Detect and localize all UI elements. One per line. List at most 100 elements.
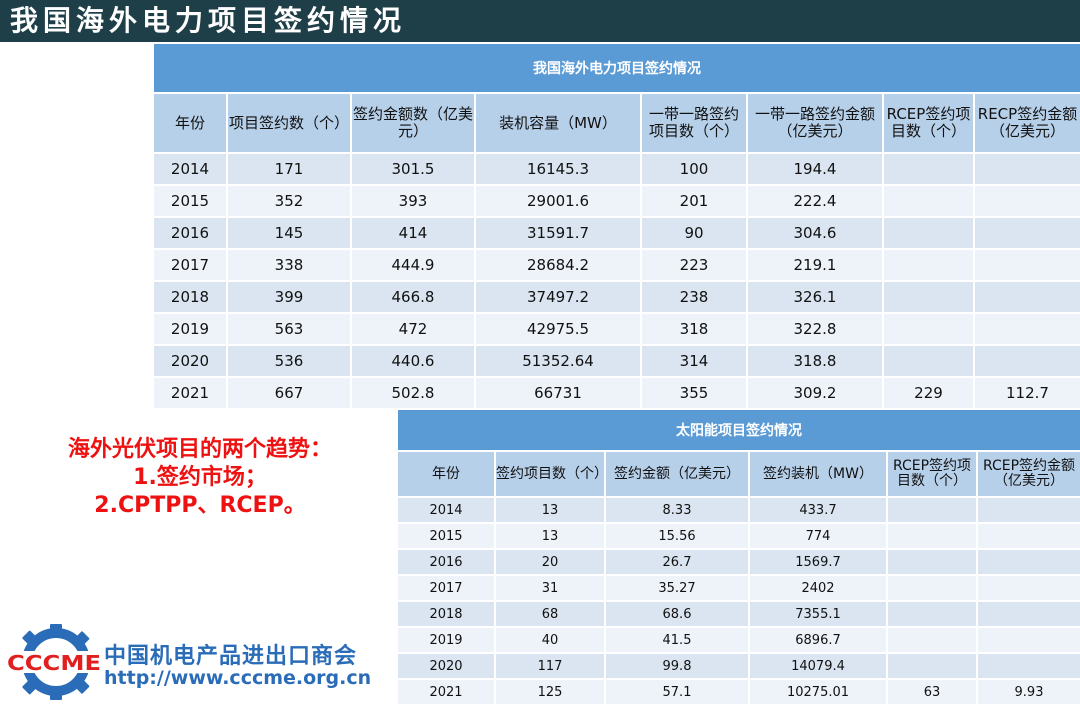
table-cell: 13 — [494, 522, 604, 548]
table-cell: 14079.4 — [748, 652, 886, 678]
table-cell — [973, 248, 1080, 280]
cccme-gear-logo-icon: CCCME — [6, 624, 102, 700]
table-cell: 35.27 — [604, 574, 748, 600]
table-cell: 28684.2 — [474, 248, 640, 280]
table-cell: 40 — [494, 626, 604, 652]
table-cell: 301.5 — [350, 152, 474, 184]
table-cell: 99.8 — [604, 652, 748, 678]
table-cell — [976, 548, 1080, 574]
organization-name: 中国机电产品进出口商会 — [104, 644, 358, 669]
table-cell — [973, 184, 1080, 216]
column-header: RCEP签约金额（亿美元） — [976, 450, 1080, 496]
table-cell: 222.4 — [746, 184, 882, 216]
column-header: 签约金额数（亿美元） — [350, 92, 474, 152]
table-cell — [973, 280, 1080, 312]
table-cell: 667 — [226, 376, 350, 408]
table-cell: 2019 — [398, 626, 494, 652]
table-cell: 219.1 — [746, 248, 882, 280]
table-cell — [973, 152, 1080, 184]
table-row: 2019 40 41.5 6896.7 — [398, 626, 1080, 652]
table-cell — [973, 344, 1080, 376]
table-row: 2016 145 414 31591.7 90 304.6 — [154, 216, 1080, 248]
table-cell: 2015 — [398, 522, 494, 548]
table-cell: 2017 — [154, 248, 226, 280]
table-cell: 399 — [226, 280, 350, 312]
table-cell: 2021 — [398, 678, 494, 704]
table-cell: 41.5 — [604, 626, 748, 652]
table-cell: 26.7 — [604, 548, 748, 574]
power-projects-table: 我国海外电力项目签约情况 年份 项目签约数（个） 签约金额数（亿美元） 装机容量（MW… — [154, 44, 1080, 408]
table-cell: 309.2 — [746, 376, 882, 408]
title-bar: 我国海外电力项目签约情况 — [0, 0, 1080, 42]
table-cell: 2020 — [154, 344, 226, 376]
solar-table-header-row: 年份 签约项目数（个） 签约金额（亿美元） 签约装机（MW） RCEP签约项目数（个） R… — [398, 450, 1080, 496]
trend-note: 海外光伏项目的两个趋势： 1.签约市场； 2.CPTPP、RCEP。 — [50, 436, 350, 520]
table-cell — [886, 652, 976, 678]
table-cell: 304.6 — [746, 216, 882, 248]
table-row: 2018 68 68.6 7355.1 — [398, 600, 1080, 626]
table-cell: 2021 — [154, 376, 226, 408]
table-row: 2017 338 444.9 28684.2 223 219.1 — [154, 248, 1080, 280]
table-row: 2021 125 57.1 10275.01 63 9.93 — [398, 678, 1080, 704]
table-cell — [886, 522, 976, 548]
table-cell — [882, 312, 973, 344]
trend-note-line-1: 海外光伏项目的两个趋势： — [67, 437, 332, 462]
table-cell — [976, 522, 1080, 548]
column-header: RECP签约金额（亿美元） — [973, 92, 1080, 152]
table-cell — [886, 574, 976, 600]
table-cell: 31 — [494, 574, 604, 600]
table-cell: 223 — [640, 248, 746, 280]
table-cell: 238 — [640, 280, 746, 312]
table-cell — [976, 574, 1080, 600]
table-row: 2019 563 472 42975.5 318 322.8 — [154, 312, 1080, 344]
table-cell — [886, 496, 976, 522]
table-cell: 472 — [350, 312, 474, 344]
solar-table-body: 2014 13 8.33 433.7 2015 13 15.56 774 2016 20 26.7 1… — [398, 496, 1080, 704]
table-cell: 68.6 — [604, 600, 748, 626]
table-cell — [886, 626, 976, 652]
table-cell: 57.1 — [604, 678, 748, 704]
table-cell — [976, 626, 1080, 652]
table-cell: 51352.64 — [474, 344, 640, 376]
table-cell — [976, 600, 1080, 626]
table-cell — [976, 496, 1080, 522]
column-header: 项目签约数（个） — [226, 92, 350, 152]
table-cell: 117 — [494, 652, 604, 678]
table-cell: 414 — [350, 216, 474, 248]
table-cell: 90 — [640, 216, 746, 248]
column-header: RCEP签约项目数（个） — [886, 450, 976, 496]
table-cell: 2016 — [154, 216, 226, 248]
table-cell: 7355.1 — [748, 600, 886, 626]
column-header: 年份 — [154, 92, 226, 152]
table-cell — [976, 652, 1080, 678]
table-cell: 355 — [640, 376, 746, 408]
table-cell: 20 — [494, 548, 604, 574]
table-cell: 440.6 — [350, 344, 474, 376]
table-cell: 502.8 — [350, 376, 474, 408]
trend-note-line-2: 1.签约市场； — [133, 465, 267, 490]
table-cell: 42975.5 — [474, 312, 640, 344]
table-row: 2014 13 8.33 433.7 — [398, 496, 1080, 522]
table-cell: 229 — [882, 376, 973, 408]
table-cell: 2018 — [154, 280, 226, 312]
table-cell: 2016 — [398, 548, 494, 574]
table-cell: 194.4 — [746, 152, 882, 184]
table-cell: 15.56 — [604, 522, 748, 548]
table-cell: 318 — [640, 312, 746, 344]
table-cell: 37497.2 — [474, 280, 640, 312]
table-cell — [882, 216, 973, 248]
column-header: 装机容量（MW） — [474, 92, 640, 152]
table-cell: 338 — [226, 248, 350, 280]
power-table-body: 2014 171 301.5 16145.3 100 194.4 2015 352 393 290… — [154, 152, 1080, 408]
table-cell: 68 — [494, 600, 604, 626]
table-cell: 322.8 — [746, 312, 882, 344]
table-cell: 444.9 — [350, 248, 474, 280]
table-cell: 8.33 — [604, 496, 748, 522]
table-cell: 16145.3 — [474, 152, 640, 184]
table-row: 2017 31 35.27 2402 — [398, 574, 1080, 600]
table-cell — [973, 312, 1080, 344]
table-cell: 326.1 — [746, 280, 882, 312]
power-table-header-row: 年份 项目签约数（个） 签约金额数（亿美元） 装机容量（MW） 一带一路签约项目数（个）… — [154, 92, 1080, 152]
table-cell: 536 — [226, 344, 350, 376]
table-cell: 1569.7 — [748, 548, 886, 574]
